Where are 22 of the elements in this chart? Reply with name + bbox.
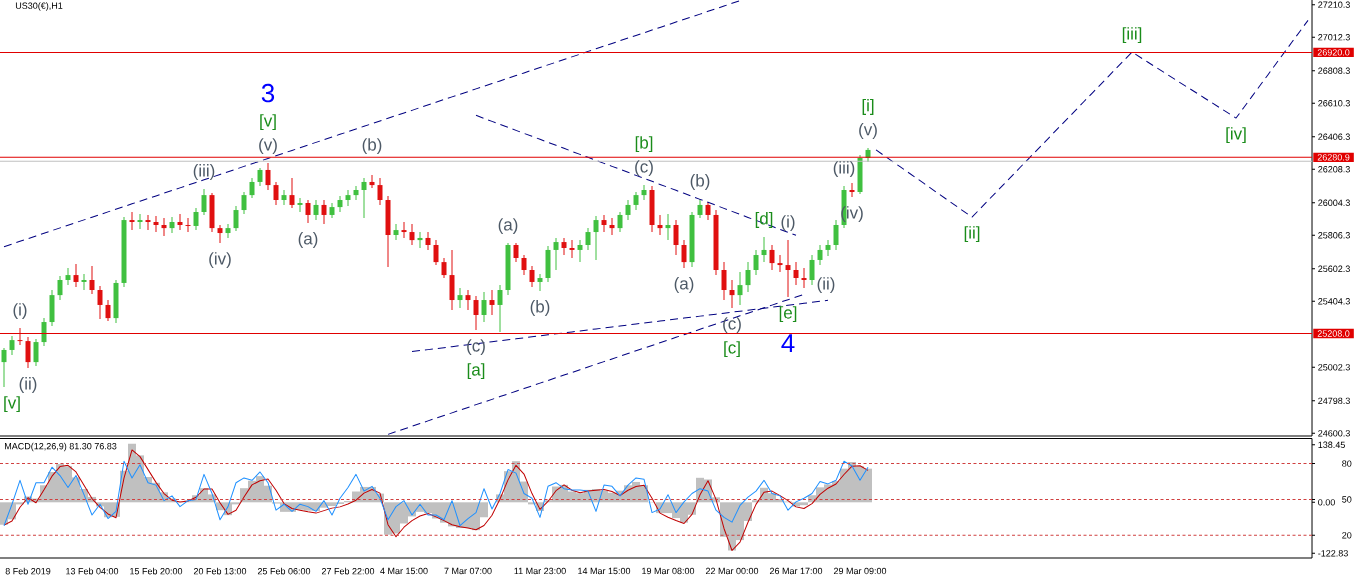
x-tick-label: 25 Feb 06:00	[257, 567, 311, 575]
x-tick-label: 26 Mar 17:00	[769, 567, 823, 575]
x-tick-label: 8 Feb 2019	[5, 567, 51, 575]
x-tick-label: 7 Mar 07:00	[444, 567, 492, 575]
x-tick-label: 14 Mar 15:00	[578, 567, 631, 575]
y2-tick-label: 20	[1342, 532, 1352, 539]
x-tick-label: 29 Mar 09:00	[833, 567, 887, 575]
y-tick-label: 24600.3	[1318, 430, 1350, 437]
x-tick-label: 15 Feb 20:00	[130, 567, 183, 575]
y-tick-label: -122.83	[1318, 550, 1348, 557]
x-tick-label: 22 Mar 00:00	[705, 567, 759, 575]
y-tick-label: 0.00	[1318, 499, 1335, 506]
x-tick-label: 19 Mar 08:00	[642, 567, 695, 575]
x-tick-label: 20 Feb 13:00	[193, 567, 247, 575]
x-tick-label: 4 Mar 15:00	[380, 567, 428, 575]
x-tick-label: 27 Feb 22:00	[321, 567, 375, 575]
y2-tick-label: 50	[1342, 496, 1352, 503]
x-tick-label: 11 Mar 23:00	[514, 567, 566, 575]
y2-tick-label: 80	[1342, 460, 1352, 467]
y-tick-label: 138.45	[1318, 441, 1345, 448]
x-tick-label: 13 Feb 04:00	[66, 567, 119, 575]
chart-title: MACD(12,26,9) 81.30 76.83	[5, 442, 117, 452]
